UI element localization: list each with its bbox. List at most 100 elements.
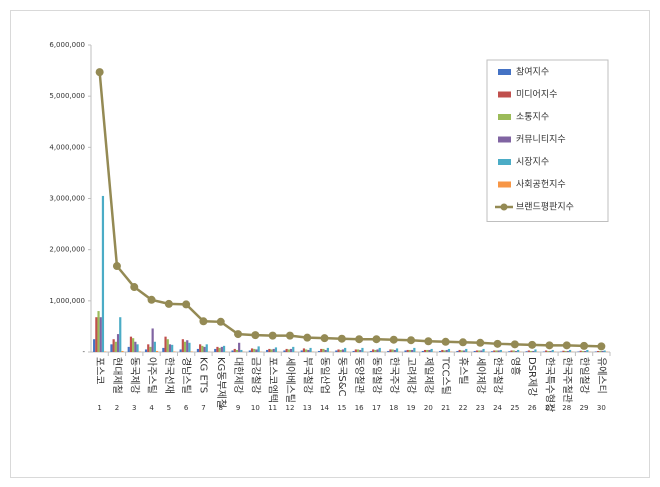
bar — [462, 350, 466, 352]
x-tick-label: 동일철강 — [370, 357, 382, 394]
legend-symbol — [498, 159, 511, 165]
bar — [101, 195, 105, 352]
bar — [289, 348, 293, 352]
bar — [285, 348, 288, 352]
legend-label: 시장지수 — [516, 157, 549, 168]
rank-label: 8 — [219, 404, 223, 412]
bar — [584, 350, 587, 352]
x-tick-label: 휴스틸 — [457, 357, 470, 385]
bar — [268, 348, 271, 352]
x-tick-label: 금강철강 — [249, 357, 261, 394]
bar — [112, 339, 115, 352]
bar — [395, 348, 399, 352]
rank-label: 3 — [132, 404, 136, 412]
bar — [428, 349, 431, 352]
y-tick-label: - — [82, 348, 85, 356]
bar — [287, 349, 290, 352]
x-tick-label: 동국S&C — [336, 357, 348, 397]
bar — [127, 346, 130, 352]
bar — [473, 350, 476, 352]
bar — [231, 350, 234, 352]
rank-label: 10 — [251, 404, 260, 412]
x-tick-label: 영흥 — [509, 357, 522, 375]
rank-label: 29 — [580, 404, 589, 412]
bar — [339, 349, 342, 352]
bar — [235, 349, 239, 352]
bar — [387, 350, 390, 352]
rank-label: 28 — [562, 404, 571, 412]
rank-label: 4 — [149, 404, 154, 412]
x-tick-label: 한국주철관 — [561, 357, 573, 403]
bar — [93, 339, 96, 352]
bar — [181, 339, 184, 352]
bar — [138, 351, 141, 352]
bar — [532, 350, 535, 352]
y-tick-label: 1,000,000 — [49, 297, 85, 305]
rank-label: 9 — [236, 404, 240, 412]
bar — [421, 350, 424, 352]
x-tick-label: 유에스티 — [595, 357, 607, 394]
bar — [203, 346, 206, 352]
bar — [240, 349, 243, 352]
bar — [441, 349, 444, 352]
legend-label: 참여지수 — [516, 66, 549, 78]
bar — [426, 349, 429, 352]
x-tick-label: 한일철강 — [578, 357, 590, 394]
bar — [354, 349, 357, 352]
y-tick-label: 3,000,000 — [49, 195, 85, 203]
bar — [391, 349, 394, 352]
bar — [116, 334, 120, 352]
bar — [603, 350, 606, 352]
x-tick-label: KG ETS — [197, 357, 208, 393]
bar — [155, 350, 159, 352]
bar — [218, 347, 221, 352]
legend-label: 브랜드평판지수 — [516, 202, 574, 213]
bar — [482, 348, 485, 352]
bar — [568, 349, 572, 352]
bar — [97, 311, 100, 352]
bar — [562, 350, 565, 352]
rank-label: 5 — [167, 404, 171, 412]
bar — [220, 346, 223, 352]
bar — [317, 350, 321, 352]
line-marker — [285, 331, 294, 340]
bar — [121, 350, 124, 352]
bar — [480, 350, 483, 352]
bar — [344, 347, 347, 352]
bar — [447, 348, 451, 352]
x-tick-label: 한국철강 — [492, 357, 504, 394]
x-tick-label: 고려제강 — [405, 357, 417, 394]
bar — [389, 349, 392, 352]
bar — [307, 349, 310, 352]
bar — [404, 350, 407, 352]
bar — [104, 351, 107, 352]
y-tick-label: 2,000,000 — [49, 246, 85, 254]
bar — [499, 349, 502, 352]
bar — [372, 349, 375, 352]
bar — [458, 349, 461, 352]
x-tick-label: 제일제강 — [422, 357, 434, 394]
rank-label: 17 — [372, 404, 381, 412]
line-marker — [372, 335, 381, 344]
x-tick-label: TCC스틸 — [440, 356, 453, 395]
bar — [238, 342, 241, 352]
bar — [508, 351, 511, 352]
line-marker — [112, 262, 121, 271]
line-marker — [130, 283, 139, 292]
line-marker — [147, 295, 156, 304]
bar — [326, 347, 329, 352]
bar — [529, 350, 533, 352]
line-marker — [182, 300, 191, 309]
bar — [393, 349, 396, 352]
legend-symbol — [498, 114, 511, 120]
y-tick-label: 5,000,000 — [49, 92, 85, 100]
rank-label: 26 — [528, 404, 537, 412]
bar — [525, 351, 528, 352]
bar — [456, 350, 459, 352]
bar — [439, 350, 442, 352]
bar — [599, 350, 602, 352]
bar — [322, 348, 325, 352]
bar — [475, 350, 479, 352]
bar — [166, 339, 169, 352]
x-tick-label: KG동부제철 — [215, 357, 227, 408]
